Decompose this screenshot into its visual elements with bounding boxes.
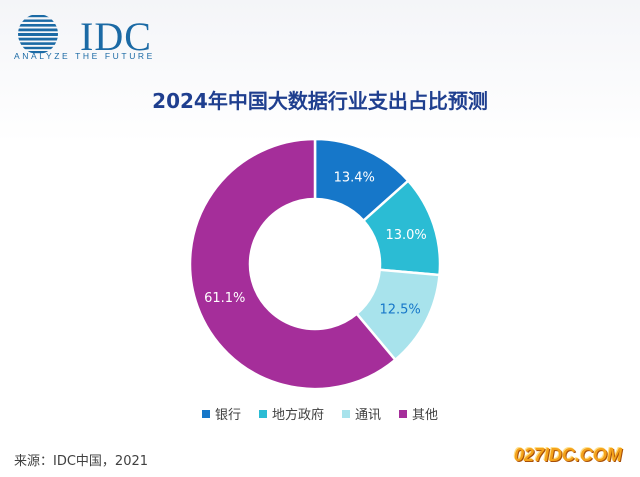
data-label-0: 13.4% [334, 170, 375, 185]
legend-label: 银行 [214, 408, 241, 423]
source-note: 来源：IDC中国，2021 [14, 454, 149, 469]
data-label-3: 61.1% [204, 291, 245, 306]
legend-label: 地方政府 [271, 408, 324, 423]
legend-swatch [399, 409, 408, 418]
legend-swatch [342, 409, 350, 418]
legend-swatch [201, 409, 210, 418]
idc-logo: IDC [14, 12, 214, 66]
data-label-1: 13.0% [385, 228, 426, 243]
legend-label: 通讯 [355, 408, 382, 423]
legend-item-3: 其他 [399, 404, 438, 423]
data-label-2: 12.5% [379, 302, 420, 317]
legend-label: 其他 [412, 408, 439, 423]
globe-icon [18, 15, 58, 54]
logo-text: IDC [80, 14, 152, 59]
chart-legend: 银行 地方政府 通讯 其他 [0, 404, 640, 423]
legend-item-0: 银行 [201, 404, 241, 423]
legend-item-1: 地方政府 [258, 404, 324, 423]
watermark: 027IDC.COM [514, 445, 623, 465]
chart-title: 2024年中国大数据行业支出占比预测 [152, 89, 488, 113]
logo-tagline: ANALYZE THE FUTURE [14, 51, 155, 61]
donut-slice-3 [188, 137, 398, 391]
legend-swatch [258, 409, 267, 418]
legend-item-2: 通讯 [342, 404, 381, 423]
